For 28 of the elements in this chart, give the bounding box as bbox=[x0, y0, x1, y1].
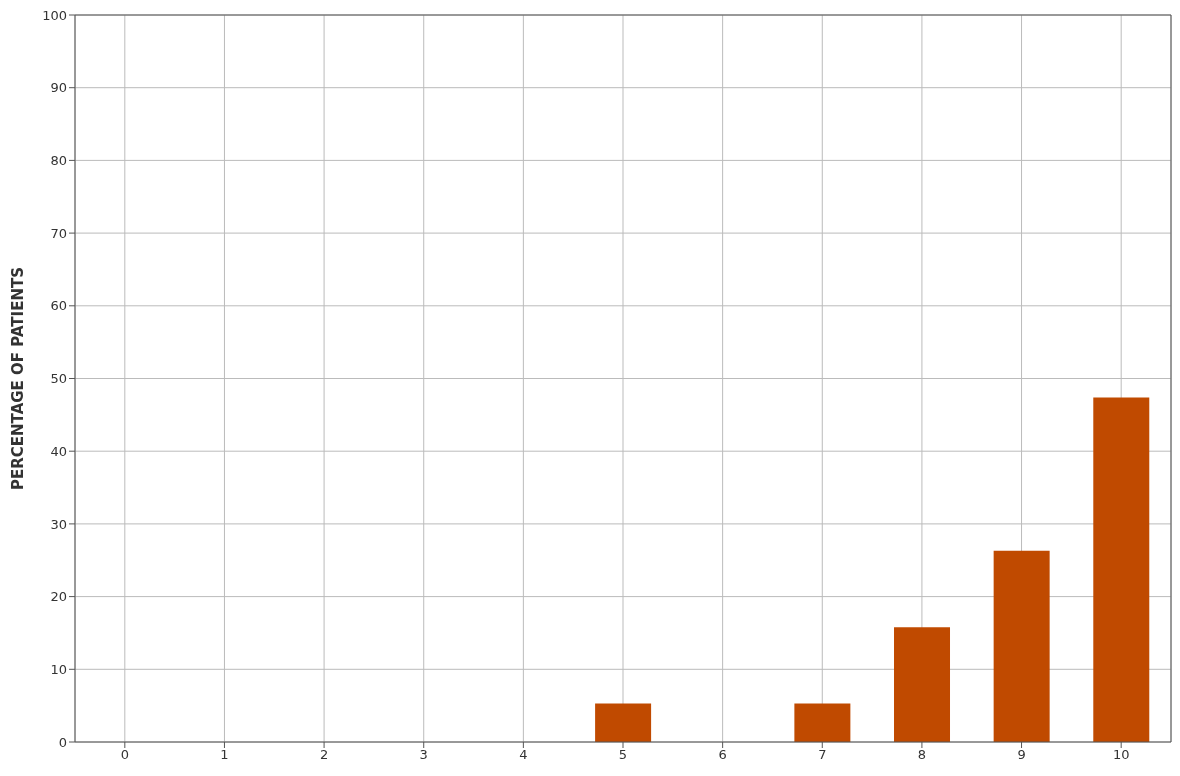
y-tick-label: 50 bbox=[50, 371, 67, 387]
y-tick-label: 0 bbox=[58, 734, 67, 750]
x-tick-label: 2 bbox=[319, 747, 329, 763]
bar bbox=[1093, 397, 1150, 742]
x-tick-label: 9 bbox=[1017, 747, 1026, 763]
x-tick-label: 3 bbox=[419, 747, 428, 763]
x-tick-label: 10 bbox=[1112, 747, 1130, 763]
y-tick-label: 80 bbox=[50, 153, 67, 169]
x-tick-label: 4 bbox=[519, 747, 528, 763]
x-tick-label: 6 bbox=[718, 747, 727, 763]
bar bbox=[595, 703, 652, 742]
bar bbox=[794, 703, 851, 742]
x-tick-label: 7 bbox=[818, 747, 827, 763]
bar bbox=[993, 550, 1050, 742]
y-tick-label: 20 bbox=[50, 589, 67, 605]
x-tick-label: 8 bbox=[917, 747, 927, 763]
bar bbox=[894, 627, 951, 742]
y-tick-label: 70 bbox=[50, 225, 67, 241]
y-tick-label: 100 bbox=[42, 7, 67, 23]
y-axis-title: PERCENTAGE OF PATIENTS bbox=[9, 267, 28, 490]
y-tick-label: 10 bbox=[50, 661, 67, 677]
y-tick-label: 30 bbox=[50, 516, 67, 532]
x-tick-label: 1 bbox=[220, 747, 229, 763]
y-tick-label: 40 bbox=[50, 443, 67, 459]
x-tick-label: 0 bbox=[120, 747, 129, 763]
y-tick-label: 60 bbox=[50, 298, 67, 314]
y-tick-label: 90 bbox=[50, 80, 67, 96]
x-tick-label: 5 bbox=[618, 747, 628, 763]
